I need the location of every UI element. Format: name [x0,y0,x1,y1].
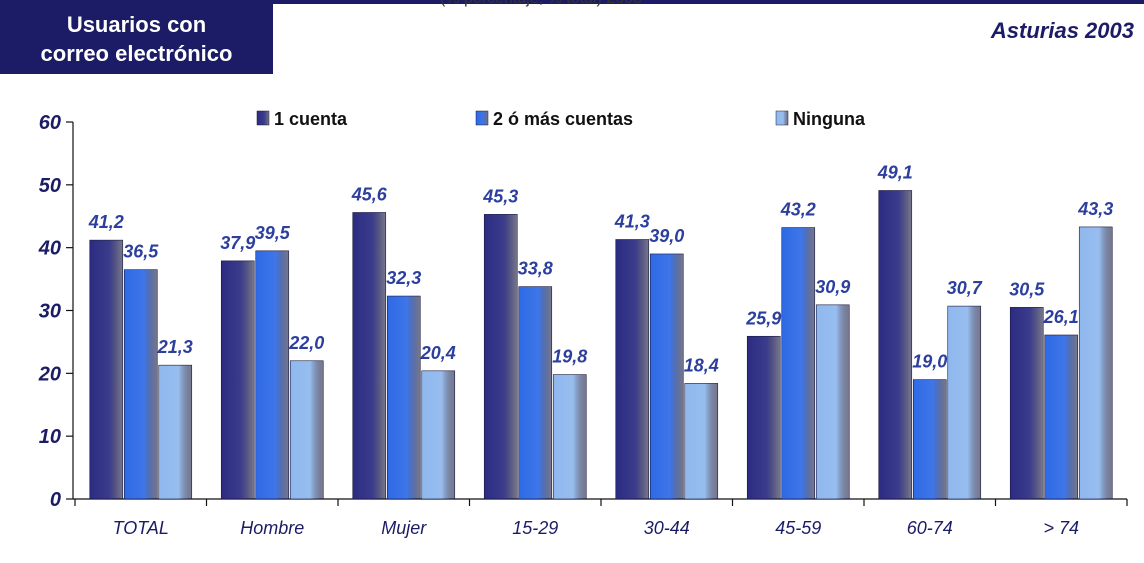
partial-subtitle: (% porcentaje, % total) 2003 [440,0,642,8]
x-tick-label: > 74 [1043,518,1079,538]
legend-swatch [256,110,270,126]
data-label: 21,3 [157,337,193,357]
bar [352,212,387,500]
x-axis: TOTAL Hombre Mujer 15-29 30-44 45-59 60-74 > 74 [73,498,1128,538]
data-label: 26,1 [1043,307,1079,327]
y-tick-label: 50 [39,175,61,197]
data-label: 19,0 [912,352,947,372]
y-tick-label: 60 [39,112,61,134]
data-label: 45,3 [482,186,518,206]
legend-swatch [475,110,489,126]
data-label: 30,5 [1009,279,1045,299]
x-tick-label: Mujer [381,518,427,538]
data-label: 30,9 [815,277,850,297]
data-label: 49,1 [877,162,913,182]
data-label: 41,2 [88,212,124,232]
y-tick-label: 40 [38,238,61,260]
title-box: Usuarios con correo electrónico [0,4,273,74]
bar [684,383,719,500]
data-label: 45,6 [351,184,388,204]
bars [89,190,1113,500]
bar [552,374,587,500]
x-tick-label: TOTAL [113,518,169,538]
bar [912,379,947,500]
bar [158,364,193,500]
data-label: 22,0 [288,333,324,353]
top-rule [0,0,1144,4]
bar [815,304,850,500]
data-label: 18,4 [684,355,719,375]
bar [289,360,324,500]
x-tick-label: 60-74 [907,518,953,538]
legend-swatch [775,110,789,126]
y-tick-label: 20 [38,363,61,385]
bar [878,190,913,500]
y-axis: 0 10 20 30 40 50 60 [38,112,74,511]
bar [947,305,982,500]
bar [1078,226,1113,500]
data-label: 25,9 [745,308,781,328]
data-label: 37,9 [220,233,255,253]
bar [483,214,518,500]
y-tick-label: 30 [39,301,61,323]
bar [518,286,553,500]
bar [1009,307,1044,500]
title-line-2: correo electrónico [40,41,233,66]
data-labels: 41,2 36,5 21,3 37,939,5 22,0 45,6 32,3 20,4 45,3… [88,162,1114,375]
data-label: 30,7 [947,278,983,298]
y-tick-label: 0 [50,489,61,511]
data-label: 39,5 [255,223,291,243]
data-label: 43,2 [780,200,816,220]
x-tick-label: Hombre [240,518,304,538]
bar [123,269,158,500]
data-label: 32,3 [386,268,421,288]
region-label: Asturias 2003 [990,18,1134,43]
title-line-1: Usuarios con [66,12,207,37]
bar [746,335,781,500]
data-label: 43,3 [1077,199,1113,219]
bar [220,260,255,500]
data-label: 39,0 [649,226,684,246]
x-tick-label: 45-59 [775,518,821,538]
data-label: 33,8 [518,259,553,279]
legend-label: Ninguna [793,109,866,129]
y-tick-label: 10 [39,426,61,448]
x-tick-label: 15-29 [512,518,558,538]
data-label: 20,4 [420,343,456,363]
bar [615,239,650,500]
data-label: 36,5 [123,242,159,262]
legend: 1 cuenta 2 ó más cuentas Ninguna [256,109,866,129]
data-label: 19,8 [552,347,587,367]
bar [386,295,421,500]
bar [255,250,290,500]
x-tick-label: 30-44 [644,518,690,538]
legend-label: 1 cuenta [274,109,348,129]
bar [1044,334,1079,500]
bar [421,370,456,500]
bar [649,253,684,500]
bar [89,239,124,500]
bar [781,227,816,500]
legend-label: 2 ó más cuentas [493,109,633,129]
data-label: 41,3 [614,211,650,231]
